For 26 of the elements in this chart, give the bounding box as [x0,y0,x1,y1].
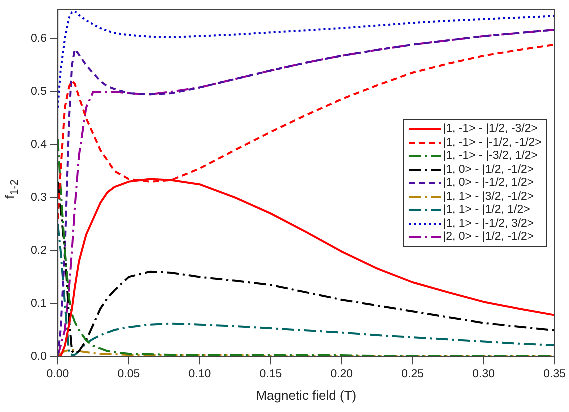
x-tick-label: 0.00 [46,368,70,381]
legend-label: |2, 0> - |1/2, -1/2> [443,231,534,243]
legend-label: |1, -1> - |-1/2, -1/2> [443,136,542,148]
x-tick-label: 0.05 [118,368,140,381]
legend-label: |1, 1> - |-1/2, 3/2> [443,218,534,230]
legend-label: |1, -1> - |1/2, -3/2> [443,123,538,135]
x-tick-label: 0.30 [472,368,496,381]
x-tick-label: 0.15 [260,368,282,381]
y-tick-label: 0.6 [30,33,47,46]
x-tick-label: 0.20 [330,368,354,381]
y-tick-label: 0.0 [30,350,47,363]
y-tick-label: 0.1 [30,298,47,310]
legend-label: |1, 0> - |1/2, -1/2> [443,164,534,176]
y-tick-label: 0.2 [30,244,47,257]
y-tick-label: 0.5 [30,86,47,98]
x-tick-label: 0.10 [188,368,212,381]
legend-label: |1, 1> - |3/2, -1/2> [443,190,534,202]
legend-label: |1, 0> - |-1/2, 1/2> [443,177,534,189]
legend-label: |1, -1> - |-3/2, 1/2> [443,150,538,162]
line-series [58,10,555,109]
x-tick-label: 0.35 [544,368,566,381]
x-axis-title: Magnetic field (T) [256,388,357,403]
y-tick-label: 0.4 [30,139,48,152]
y-tick-label: 0.3 [30,192,47,204]
x-tick-label: 0.25 [402,368,424,381]
legend-label: |1, 1> - |1/2, 1/2> [443,204,530,216]
